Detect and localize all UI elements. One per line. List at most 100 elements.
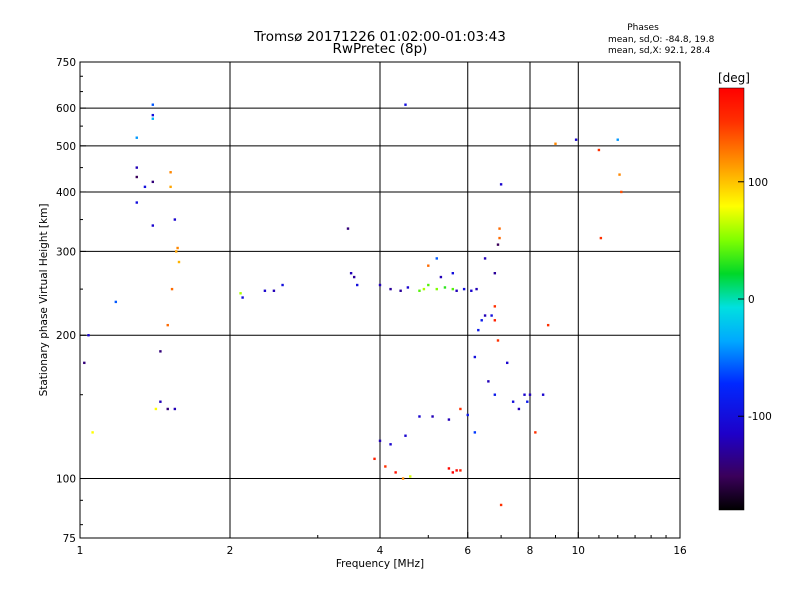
data-point — [154, 407, 158, 411]
x-axis-ticks: 1 2 4 6 8 10 16 — [77, 532, 687, 557]
data-point — [451, 287, 455, 291]
data-point — [597, 148, 601, 152]
data-point — [177, 260, 181, 264]
data-point — [427, 283, 430, 287]
data-point — [151, 103, 155, 106]
data-point — [455, 469, 458, 472]
y-tick-label: 600 — [56, 103, 76, 115]
data-point — [404, 434, 407, 437]
data-point — [389, 443, 392, 446]
data-point — [170, 287, 174, 291]
data-point — [159, 400, 162, 403]
x-axis-label: Frequency [MHz] — [336, 558, 424, 570]
data-point — [459, 469, 462, 472]
x-tick-label: 16 — [673, 545, 687, 557]
data-point — [455, 289, 458, 292]
data-point — [483, 314, 487, 317]
data-point — [511, 400, 515, 403]
data-point — [506, 361, 509, 365]
x-tick-label: 6 — [464, 545, 471, 557]
data-point — [427, 264, 430, 267]
data-point — [528, 393, 532, 396]
colorbar-tick-label: 0 — [748, 294, 755, 306]
data-point — [498, 227, 501, 230]
y-tick-label: 75 — [63, 533, 76, 545]
data-point — [406, 286, 410, 289]
data-point — [418, 415, 421, 418]
data-point — [135, 175, 138, 179]
data-point — [135, 201, 138, 204]
data-point — [272, 289, 276, 292]
data-point — [349, 272, 353, 275]
data-point — [473, 431, 477, 434]
data-point — [451, 471, 455, 474]
data-point — [135, 166, 138, 169]
colorbar: [deg] 100 0 -100 — [718, 71, 772, 511]
phase-stats-heading: Phases — [627, 23, 659, 33]
y-tick-label: 400 — [56, 187, 76, 199]
y-tick-label: 200 — [56, 330, 76, 342]
data-point — [151, 117, 155, 120]
y-tick-label: 100 — [56, 474, 76, 486]
data-point — [91, 431, 94, 434]
data-point — [135, 136, 138, 139]
data-point — [459, 407, 462, 411]
data-point — [499, 183, 503, 186]
colorbar-label: [deg] — [718, 71, 750, 85]
data-point — [499, 503, 503, 507]
data-point — [418, 289, 421, 292]
data-point — [493, 272, 497, 275]
data-point — [480, 319, 483, 322]
data-point — [401, 477, 405, 480]
phase-stats-o: mean, sd,O: -84.8, 19.8 — [608, 35, 715, 45]
data-point — [546, 323, 550, 327]
data-point — [490, 314, 493, 317]
data-point — [422, 287, 426, 291]
colorbar-ticks: 100 0 -100 — [738, 177, 772, 423]
data-point — [166, 407, 169, 411]
data-point — [493, 305, 497, 308]
data-point — [526, 400, 529, 403]
data-point — [574, 138, 578, 141]
data-point — [599, 236, 603, 240]
data-point — [523, 393, 526, 396]
data-point — [143, 185, 147, 189]
data-point — [487, 380, 490, 383]
data-point — [431, 415, 434, 418]
data-point — [169, 185, 172, 189]
data-point — [173, 407, 177, 411]
data-point — [541, 393, 545, 396]
data-point — [399, 289, 402, 292]
data-point — [175, 250, 178, 253]
data-point — [443, 286, 447, 289]
data-point — [534, 431, 537, 434]
chart-subtitle: RwPretec (8p) — [333, 41, 428, 57]
phase-stats-x: mean, sd,X: 92.1, 28.4 — [608, 46, 711, 56]
y-tick-label: 750 — [56, 57, 76, 69]
data-point — [616, 138, 619, 141]
data-point — [378, 283, 382, 287]
x-tick-label: 4 — [377, 545, 384, 557]
data-point — [475, 287, 478, 291]
data-points — [83, 103, 623, 507]
data-point — [166, 323, 169, 327]
data-point — [373, 457, 376, 461]
chart-title: Tromsø 20171226 01:02:00-01:03:43 — [253, 29, 506, 45]
data-point — [389, 287, 392, 291]
data-point — [435, 287, 438, 291]
data-point — [493, 393, 497, 396]
data-point — [378, 439, 382, 443]
data-point — [241, 296, 244, 299]
data-point — [517, 407, 521, 411]
colorbar-tick-label: -100 — [748, 411, 772, 423]
data-point — [620, 190, 623, 194]
data-point — [87, 334, 90, 337]
data-point — [151, 224, 155, 227]
data-point — [435, 257, 438, 260]
data-point — [151, 113, 155, 117]
data-point — [618, 173, 621, 176]
data-point — [473, 355, 477, 359]
x-tick-label: 8 — [527, 545, 534, 557]
data-point — [151, 180, 155, 184]
data-point — [239, 292, 242, 295]
